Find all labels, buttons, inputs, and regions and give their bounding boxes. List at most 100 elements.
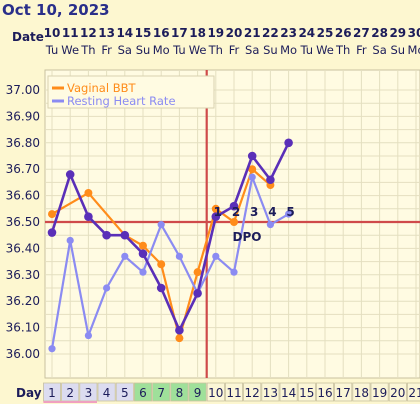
cycle-day-label: 15 [299, 386, 314, 400]
day-cell [97, 382, 116, 402]
weekday-label: Tu [300, 43, 314, 57]
y-tick-label: 36.20 [6, 294, 40, 308]
weekday-label: Sa [245, 43, 259, 57]
weekday-label: Mo [153, 43, 170, 57]
y-tick-label: 36.70 [6, 162, 40, 176]
date-number: 26 [335, 26, 352, 40]
data-point [48, 345, 56, 353]
weekday-label: Sa [118, 43, 132, 57]
data-point [48, 210, 56, 219]
date-number: 15 [135, 26, 152, 40]
cycle-day-label: 20 [390, 386, 405, 400]
weekday-label: Tu [172, 43, 186, 57]
data-point [285, 210, 293, 218]
data-point [247, 151, 257, 161]
cycle-day-label: 2 [66, 386, 74, 400]
date-number: 27 [353, 26, 370, 40]
y-tick-label: 36.40 [6, 241, 40, 255]
data-point [266, 175, 275, 185]
data-point [65, 170, 75, 179]
cycle-day-label: 13 [263, 386, 278, 400]
data-point [157, 221, 165, 229]
data-point [248, 165, 257, 174]
weekday-label: Th [208, 43, 223, 57]
day-cell [261, 382, 280, 402]
y-tick-label: 37.00 [6, 83, 40, 97]
dpo-number: 2 [232, 205, 240, 219]
data-point [84, 331, 92, 340]
day-cell [370, 382, 389, 402]
data-point [175, 334, 184, 343]
day-cell [133, 382, 152, 402]
date-number: 16 [153, 26, 170, 40]
day-cell [315, 382, 334, 402]
dpo-number: 1 [214, 205, 222, 219]
day-cell [297, 382, 316, 402]
date-row-label: Date [12, 30, 44, 44]
data-point [139, 241, 147, 250]
day-cell [115, 382, 134, 402]
cycle-day-label: 17 [336, 386, 351, 400]
data-point [103, 284, 111, 292]
y-tick-label: 36.50 [6, 215, 40, 229]
data-point [156, 283, 166, 293]
date-number: 22 [262, 26, 279, 40]
weekday-label: Su [263, 43, 278, 57]
weekday-label: We [316, 43, 334, 57]
weekday-label: We [189, 43, 207, 57]
date-number: 23 [280, 26, 297, 40]
date-number: 14 [116, 26, 133, 40]
data-point [120, 230, 130, 240]
day-cell [352, 382, 371, 402]
dpo-number: 5 [286, 205, 294, 219]
cycle-day-label: 11 [226, 386, 241, 400]
day-cell [334, 382, 353, 402]
cycle-day-label: 12 [245, 386, 260, 400]
cycle-day-label: 5 [121, 386, 129, 400]
y-tick-label: 36.30 [6, 268, 40, 282]
data-point [175, 325, 184, 335]
day-cell [188, 382, 207, 402]
page-title: Oct 10, 2023 [2, 1, 110, 19]
day-cell [406, 382, 420, 402]
weekday-label: We [61, 43, 79, 57]
data-point [248, 173, 256, 181]
cycle-day-label: 1 [48, 386, 56, 400]
data-point [138, 249, 148, 258]
date-number: 13 [98, 26, 115, 40]
data-point [230, 268, 238, 276]
dpo-number: 4 [268, 205, 276, 219]
data-point [66, 236, 74, 245]
cycle-day-label: 8 [176, 386, 184, 400]
y-tick-label: 36.10 [6, 321, 40, 335]
weekday-label: Mo [408, 43, 420, 57]
dpo-number: 3 [250, 205, 258, 219]
data-point [84, 188, 93, 197]
y-tick-label: 36.60 [6, 189, 40, 203]
date-number: 20 [226, 26, 243, 40]
legend-label: Vaginal BBT [67, 81, 136, 95]
data-point [266, 221, 274, 229]
data-point [157, 260, 166, 269]
dpo-label: DPO [233, 230, 262, 244]
date-number: 18 [189, 26, 206, 40]
weekday-label: Tu [45, 43, 59, 57]
weekday-label: Su [391, 43, 406, 57]
day-cell [206, 382, 225, 402]
data-point [211, 204, 220, 213]
legend-label: Resting Heart Rate [67, 94, 176, 108]
weekday-label: Su [136, 43, 151, 57]
day-cell [279, 382, 298, 402]
day-cell [224, 382, 243, 402]
day-cell [170, 382, 189, 402]
y-tick-label: 36.00 [6, 347, 40, 361]
weekday-label: Sa [372, 43, 386, 57]
day-cell [388, 382, 407, 402]
data-point [211, 212, 221, 222]
data-point [212, 252, 220, 260]
data-point [139, 268, 147, 276]
data-point [47, 228, 57, 237]
date-number: 21 [244, 26, 261, 40]
data-point [84, 212, 93, 222]
